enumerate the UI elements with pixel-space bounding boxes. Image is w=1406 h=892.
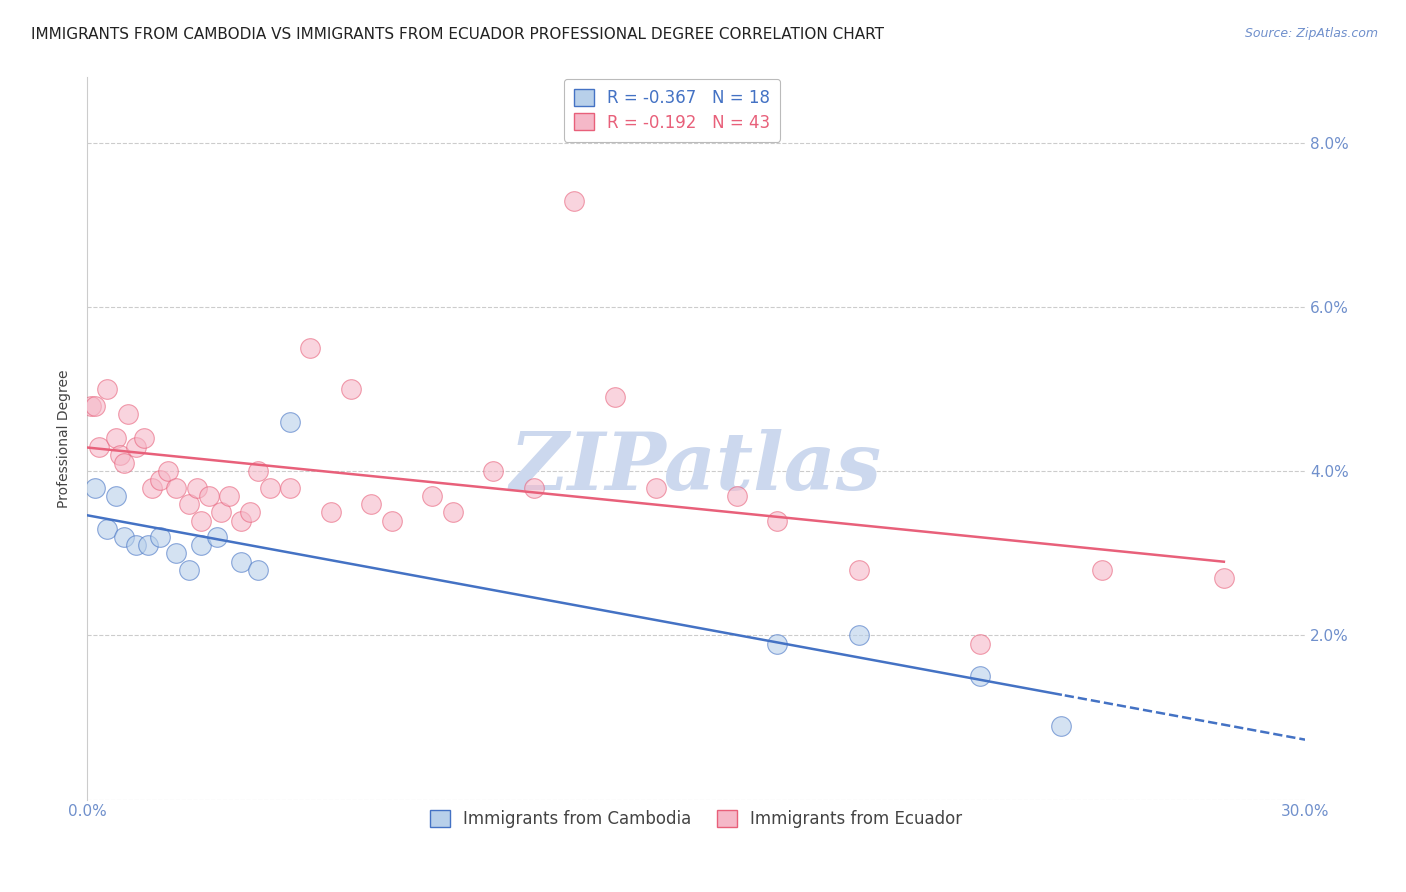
Point: [441, 505, 464, 519]
Point: [231, 555, 253, 569]
Point: [190, 538, 212, 552]
Point: [112, 456, 135, 470]
Point: [80, 399, 103, 413]
Point: [186, 481, 208, 495]
Point: [482, 464, 505, 478]
Point: [259, 481, 281, 495]
Point: [969, 637, 991, 651]
Point: [125, 538, 148, 552]
Point: [125, 440, 148, 454]
Point: [523, 481, 546, 495]
Point: [969, 669, 991, 683]
Point: [278, 481, 301, 495]
Text: IMMIGRANTS FROM CAMBODIA VS IMMIGRANTS FROM ECUADOR PROFESSIONAL DEGREE CORRELAT: IMMIGRANTS FROM CAMBODIA VS IMMIGRANTS F…: [31, 27, 884, 42]
Point: [848, 628, 870, 642]
Point: [84, 481, 107, 495]
Point: [96, 382, 118, 396]
Point: [766, 637, 789, 651]
Point: [104, 432, 127, 446]
Point: [132, 432, 155, 446]
Point: [108, 448, 131, 462]
Point: [299, 341, 322, 355]
Legend: Immigrants from Cambodia, Immigrants from Ecuador: Immigrants from Cambodia, Immigrants fro…: [423, 803, 969, 835]
Point: [725, 489, 748, 503]
Point: [166, 481, 188, 495]
Point: [198, 489, 221, 503]
Point: [166, 546, 188, 560]
Point: [562, 194, 585, 208]
Point: [157, 464, 180, 478]
Point: [1212, 571, 1234, 585]
Text: ZIPatlas: ZIPatlas: [510, 429, 882, 506]
Point: [848, 563, 870, 577]
Point: [190, 514, 212, 528]
Point: [319, 505, 342, 519]
Point: [89, 440, 111, 454]
Point: [117, 407, 139, 421]
Point: [766, 514, 789, 528]
Point: [112, 530, 135, 544]
Point: [246, 464, 269, 478]
Point: [209, 505, 232, 519]
Point: [644, 481, 666, 495]
Point: [205, 530, 228, 544]
Point: [238, 505, 260, 519]
Point: [278, 415, 301, 429]
Point: [381, 514, 404, 528]
Point: [104, 489, 127, 503]
Point: [141, 481, 163, 495]
Point: [84, 399, 107, 413]
Point: [340, 382, 363, 396]
Point: [96, 522, 118, 536]
Point: [231, 514, 253, 528]
Point: [218, 489, 240, 503]
Point: [149, 473, 172, 487]
Point: [177, 563, 200, 577]
Point: [136, 538, 159, 552]
Point: [420, 489, 443, 503]
Point: [360, 497, 382, 511]
Point: [149, 530, 172, 544]
Y-axis label: Professional Degree: Professional Degree: [58, 369, 72, 508]
Point: [1091, 563, 1114, 577]
Point: [603, 391, 626, 405]
Text: Source: ZipAtlas.com: Source: ZipAtlas.com: [1244, 27, 1378, 40]
Point: [177, 497, 200, 511]
Point: [1050, 719, 1073, 733]
Point: [246, 563, 269, 577]
